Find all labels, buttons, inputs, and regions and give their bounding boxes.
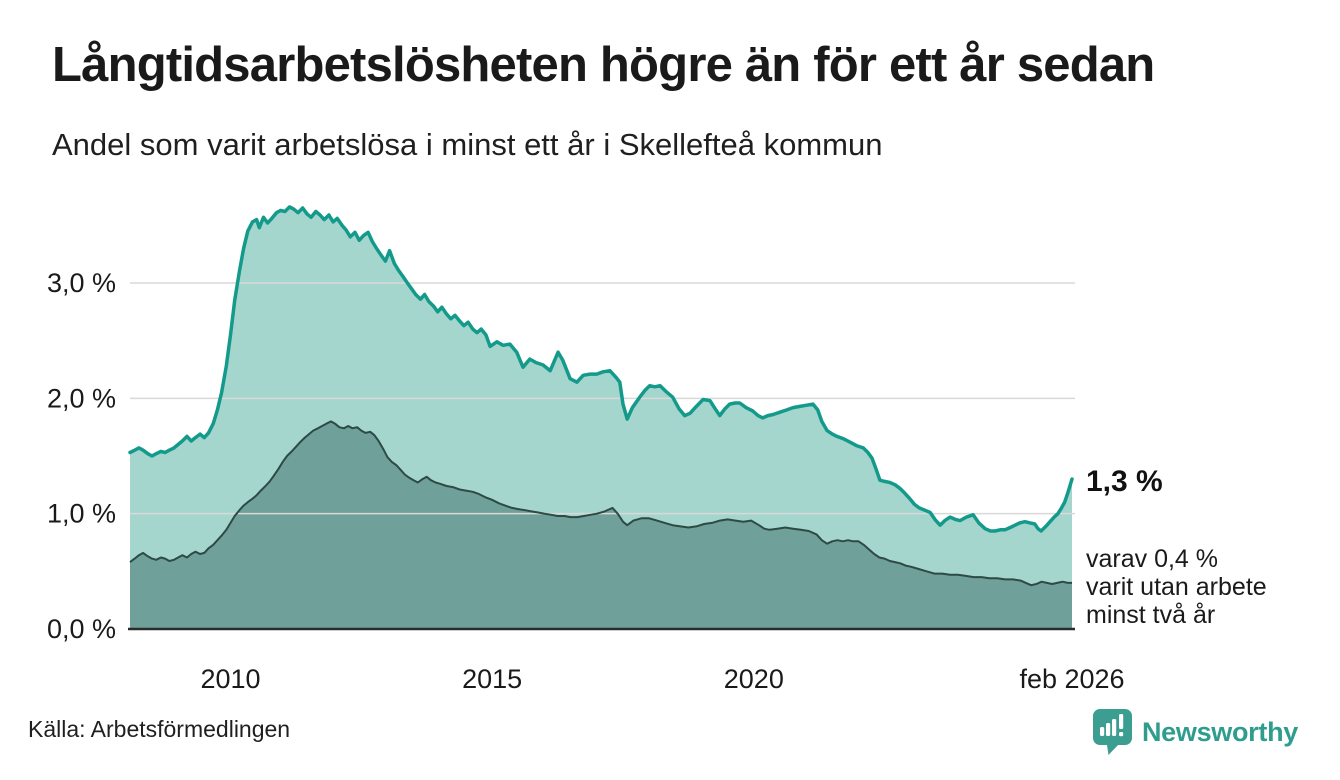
x-tick-label: 2015 [462,664,522,694]
chart-subtitle: Andel som varit arbetslösa i minst ett å… [52,127,883,162]
latest-value-label: 1,3 % [1086,465,1163,498]
annotation-line-2: varit utan arbete [1086,573,1267,601]
newsworthy-icon [1092,709,1132,755]
source-note: Källa: Arbetsförmedlingen [28,716,291,742]
y-tick-label: 0,0 % [47,614,116,644]
y-axis-labels: 0,0 % 1,0 % 2,0 % 3,0 % [47,268,116,644]
annotation-line-1: varav 0,4 % [1086,545,1218,573]
x-tick-label: feb 2026 [1019,664,1124,694]
gridlines [130,282,1075,515]
area-two-year-unemployed [130,421,1072,629]
two-year-series-line [129,420,1072,587]
annotation-line-3: minst två år [1086,601,1215,629]
x-tick-label: 2020 [724,664,784,694]
y-tick-label: 1,0 % [47,499,116,529]
x-tick-label: 2010 [200,664,260,694]
page-title: Långtidsarbetslösheten högre än för ett … [52,38,1155,92]
brand-name: Newsworthy [1141,717,1298,747]
y-tick-label: 2,0 % [47,383,116,413]
newsworthy-logo[interactable]: Newsworthy [1092,709,1298,756]
y-tick-label: 3,0 % [47,268,116,298]
total-series-line [128,205,1074,533]
x-axis-labels: 2010 2015 2020 feb 2026 [200,664,1124,694]
